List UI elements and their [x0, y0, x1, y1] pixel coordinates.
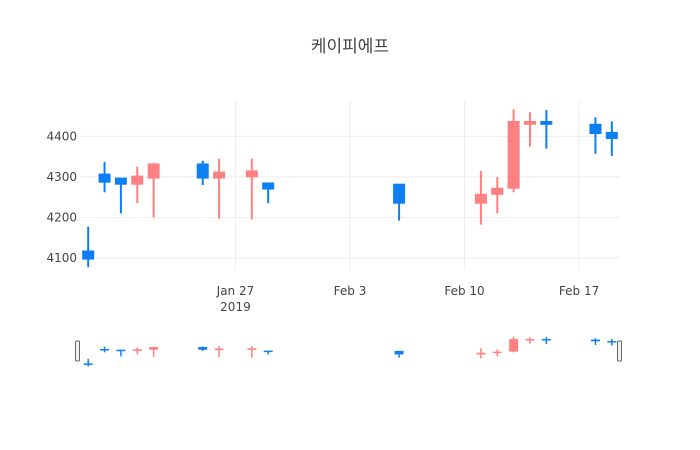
slider-candle-body — [214, 348, 224, 351]
candle[interactable] — [393, 183, 406, 221]
slider-candle-body — [247, 348, 257, 350]
slider-candle-body — [198, 347, 208, 350]
candle-body — [605, 131, 618, 139]
candle-body — [507, 120, 520, 189]
y-tick-label: 4300 — [46, 170, 77, 184]
candle[interactable] — [262, 182, 275, 204]
slider-candle — [83, 358, 93, 367]
slider-candle-body — [607, 341, 617, 343]
candles-layer[interactable] — [82, 109, 618, 268]
slider-candle — [394, 350, 404, 358]
slider-candle-body — [100, 348, 110, 351]
candle-body — [131, 175, 144, 185]
slider-candle — [525, 337, 535, 344]
candle-body — [245, 170, 258, 178]
slider-candle-body — [509, 339, 519, 352]
candle-body — [98, 173, 111, 183]
candle-body — [262, 182, 275, 190]
candle[interactable] — [114, 177, 127, 214]
slider-candle — [132, 347, 142, 355]
slider-candle — [214, 346, 224, 358]
x-tick-label: Jan 27 — [216, 284, 255, 298]
x-tick-label: Feb 10 — [444, 284, 484, 298]
slider-candle-body — [590, 339, 600, 342]
candle[interactable] — [524, 112, 536, 147]
slider-candle — [100, 346, 110, 353]
candle-body — [491, 187, 504, 195]
slider-candle-body — [132, 349, 142, 351]
slider-candle — [492, 349, 502, 357]
slider-candle — [476, 348, 486, 359]
candle[interactable] — [82, 226, 95, 268]
x-tick-sublabel: 2019 — [220, 300, 251, 314]
range-slider[interactable] — [75, 336, 622, 367]
candle-body — [147, 163, 160, 179]
candle[interactable] — [98, 161, 111, 193]
chart-title: 케이피에프 — [310, 37, 390, 57]
slider-candle — [263, 350, 273, 355]
candle[interactable] — [589, 117, 602, 154]
slider-candle-body — [541, 339, 551, 341]
slider-candle — [541, 336, 551, 345]
slider-candle-body — [149, 347, 159, 350]
candle[interactable] — [213, 158, 226, 219]
axes-layer: 4100 4200 4300 4400 Jan 27 2019 Feb 3 Feb 10 Feb… — [46, 129, 599, 314]
slider-candle — [149, 346, 159, 358]
slider-candle — [116, 349, 126, 357]
candle-body — [114, 177, 127, 185]
grid-layer — [80, 100, 620, 270]
candle[interactable] — [491, 176, 504, 214]
candle-body — [474, 193, 487, 204]
y-tick-label: 4400 — [46, 129, 77, 143]
candle-body — [540, 120, 553, 125]
slider-candle — [607, 339, 617, 346]
range-slider-left-handle[interactable] — [75, 340, 80, 362]
slider-candle-body — [116, 349, 126, 352]
y-tick-label: 4100 — [46, 251, 77, 265]
x-tick-label: Feb 17 — [559, 284, 599, 298]
candle[interactable] — [507, 109, 520, 193]
candle[interactable] — [245, 158, 258, 220]
y-tick-label: 4200 — [46, 210, 77, 224]
slider-candle — [198, 346, 208, 351]
candle-body — [213, 171, 226, 179]
slider-candle-body — [83, 363, 93, 365]
candle-body — [589, 123, 602, 135]
candle[interactable] — [196, 160, 209, 185]
candle-body — [196, 163, 209, 179]
slider-candle-body — [476, 352, 486, 355]
slider-candle — [590, 338, 600, 346]
slider-candle — [247, 346, 257, 358]
x-tick-label: Feb 3 — [334, 284, 367, 298]
candle[interactable] — [147, 162, 160, 218]
range-slider-right-handle[interactable] — [617, 340, 622, 362]
candle-body — [393, 183, 406, 204]
candle[interactable] — [131, 166, 144, 204]
slider-candle — [509, 336, 519, 353]
candle-body — [82, 250, 95, 260]
candle-body — [524, 120, 536, 125]
candle[interactable] — [474, 170, 487, 225]
slider-candle-body — [394, 350, 404, 355]
slider-candle-body — [492, 351, 502, 354]
slider-candle-body — [263, 350, 273, 353]
candle[interactable] — [540, 110, 553, 149]
candle[interactable] — [605, 121, 618, 156]
slider-candle-body — [525, 339, 535, 341]
